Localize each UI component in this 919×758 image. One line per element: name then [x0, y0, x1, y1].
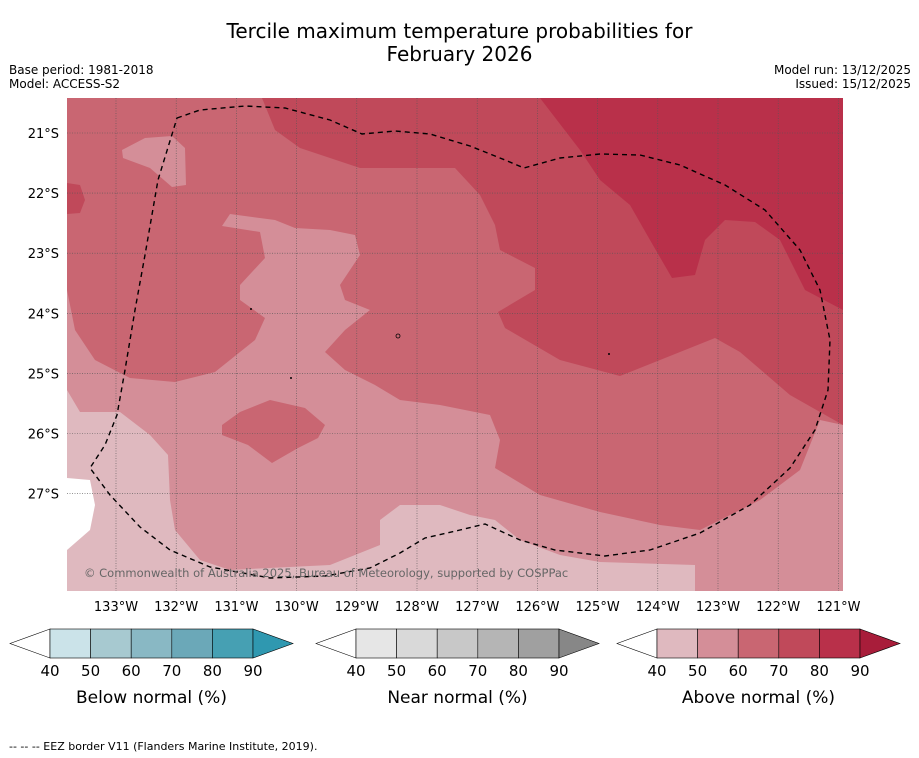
meta-left: Base period: 1981-2018 Model: ACCESS-S2: [9, 63, 154, 91]
footer-note: -- -- -- EEZ border V11 (Flanders Marine…: [9, 740, 318, 753]
lat-tick-label: 26°S: [28, 428, 59, 443]
colorbar-legends: 40 50 60 70 80 90 Below normal (%) 40 50 60 70 80 90…: [9, 628, 901, 708]
legend-title: Below normal (%): [76, 688, 227, 708]
title-line-2: February 2026: [386, 42, 533, 66]
lon-tick-label: 126°W: [515, 600, 559, 615]
base-period: Base period: 1981-2018: [9, 63, 154, 77]
legend-above: 40 50 60 70 80 90 Above normal (%): [616, 628, 901, 708]
gridlines: [67, 98, 843, 591]
legend-swatch: [355, 628, 397, 659]
lat-tick-label: 21°S: [28, 127, 59, 142]
lat-tick-label: 23°S: [28, 247, 59, 262]
legend-tick-label: 80: [509, 662, 528, 680]
legend-swatch: [436, 628, 479, 659]
lat-tick-label: 27°S: [28, 488, 59, 503]
legend-title: Near normal (%): [387, 688, 527, 708]
legend-tick-label: 80: [810, 662, 829, 680]
legend-swatch: [778, 628, 820, 659]
lon-tick-label: 124°W: [636, 600, 680, 615]
legend-tick-label: 70: [769, 662, 788, 680]
island-marker: [290, 377, 292, 379]
legend-swatch: [130, 628, 173, 659]
legend-tick-label: 90: [549, 662, 568, 680]
legend-tick-label: 60: [122, 662, 141, 680]
lon-tick-label: 121°W: [816, 600, 860, 615]
legend-swatch: [212, 628, 254, 659]
field-above-50-nw: [122, 136, 186, 187]
island-marker: [395, 333, 401, 339]
legend-tick-label: 70: [468, 662, 487, 680]
legend-tick-label: 50: [688, 662, 707, 680]
lat-tick-label: 22°S: [28, 187, 59, 202]
legend-swatch: [697, 628, 739, 659]
field-above-80: [540, 98, 843, 310]
model-run: Model run: 13/12/2025: [773, 63, 911, 77]
legend-right-arrow: [252, 628, 294, 659]
eez-border: [89, 105, 831, 579]
legend-swatch: [737, 628, 780, 659]
field-above-70-west: [67, 183, 85, 214]
legend-tick-label: 60: [729, 662, 748, 680]
legend-swatch: [819, 628, 861, 659]
lon-tick-label: 122°W: [756, 600, 800, 615]
lat-tick-label: 25°S: [28, 367, 59, 382]
latitude-labels: 21°S 22°S 23°S 24°S 25°S 26°S 27°S: [28, 127, 59, 503]
legend-swatch: [477, 628, 519, 659]
legend-swatch: [656, 628, 698, 659]
lat-tick-label: 24°S: [28, 307, 59, 322]
legend-swatch: [518, 628, 560, 659]
legend-swatch: [396, 628, 438, 659]
field-above-60-blob: [222, 400, 325, 463]
legend-tick-label: 50: [81, 662, 100, 680]
legend-left-arrow: [616, 628, 658, 659]
copyright-text: © Commonwealth of Australia 2025, Bureau…: [84, 566, 568, 580]
title-line-1: Tercile maximum temperature probabilitie…: [226, 19, 693, 43]
map-fields: [67, 98, 843, 591]
lon-tick-label: 125°W: [576, 600, 620, 615]
legend-tick-label: 90: [243, 662, 262, 680]
lon-tick-label: 130°W: [275, 600, 319, 615]
legend-near: 40 50 60 70 80 90 Near normal (%): [315, 628, 600, 708]
chart-title: Tercile maximum temperature probabilitie…: [0, 20, 919, 66]
longitude-labels: 133°W 132°W 131°W 130°W 129°W 128°W 127°W 126°W…: [94, 600, 861, 615]
lon-tick-label: 123°W: [696, 600, 740, 615]
lon-tick-label: 127°W: [455, 600, 499, 615]
island-marker: [250, 308, 252, 310]
legend-right-arrow: [859, 628, 901, 659]
legend-tick-label: 80: [203, 662, 222, 680]
lon-tick-label: 132°W: [154, 600, 198, 615]
issued-date: Issued: 15/12/2025: [795, 77, 911, 91]
lon-tick-label: 128°W: [395, 600, 439, 615]
meta-right: Model run: 13/12/2025 Issued: 15/12/2025: [774, 63, 911, 91]
legend-swatch: [171, 628, 213, 659]
legend-tick-label: 60: [428, 662, 447, 680]
land-area: [67, 478, 95, 550]
model-name: Model: ACCESS-S2: [9, 77, 121, 91]
legend-tick-label: 70: [162, 662, 181, 680]
legend-left-arrow: [315, 628, 357, 659]
legend-swatch: [49, 628, 91, 659]
legend-swatch: [90, 628, 132, 659]
probability-map: © Commonwealth of Australia 2025, Bureau…: [9, 98, 901, 708]
legend-tick-label: 40: [40, 662, 59, 680]
legend-tick-label: 40: [647, 662, 666, 680]
legend-below: 40 50 60 70 80 90 Below normal (%): [9, 628, 294, 708]
island-marker: [608, 353, 610, 355]
legend-right-arrow: [558, 628, 600, 659]
legend-title: Above normal (%): [682, 688, 835, 708]
legend-left-arrow: [9, 628, 51, 659]
legend-tick-label: 50: [387, 662, 406, 680]
field-above-50: [67, 214, 843, 591]
legend-tick-label: 90: [850, 662, 869, 680]
legend-tick-label: 40: [346, 662, 365, 680]
lon-tick-label: 133°W: [94, 600, 138, 615]
lon-tick-label: 131°W: [214, 600, 258, 615]
field-above-40: [67, 390, 695, 591]
lon-tick-label: 129°W: [335, 600, 379, 615]
